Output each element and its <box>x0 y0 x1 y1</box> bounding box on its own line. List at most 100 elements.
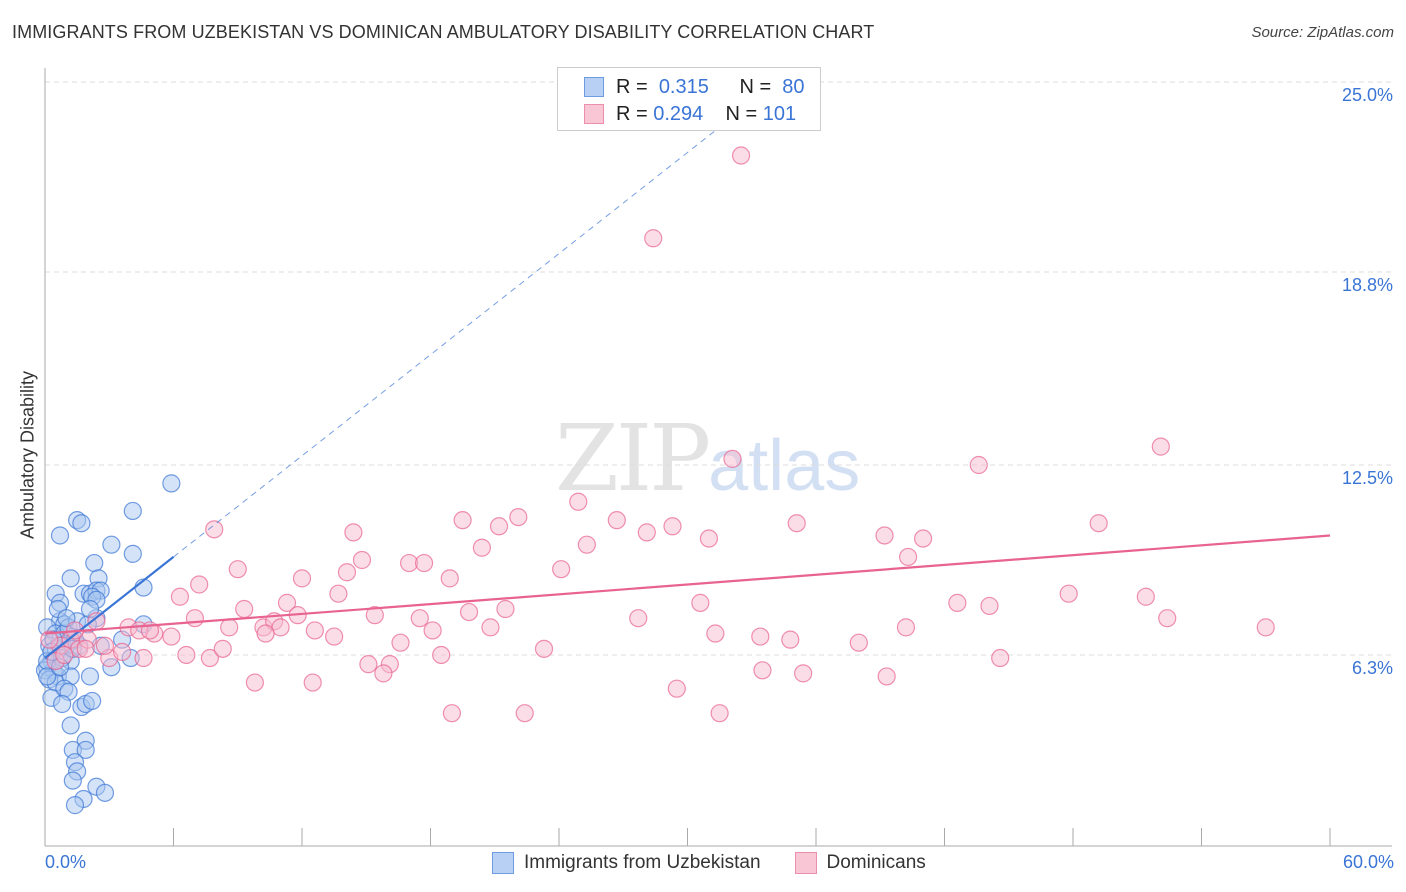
x-tick-label-min: 0.0% <box>45 852 87 872</box>
y-axis-label: Ambulatory Disability <box>17 370 38 540</box>
dominicans-point <box>577 535 596 554</box>
dominicans-point <box>629 609 648 628</box>
dominicans-point <box>991 648 1010 668</box>
r-value: 0.294 <box>653 102 704 125</box>
r-value: 0.315 <box>658 75 709 98</box>
dominicans-point <box>277 593 297 612</box>
dominicans-point <box>95 636 115 655</box>
dominicans-point <box>134 648 153 668</box>
pink-swatch-icon <box>584 104 604 124</box>
dominicans-point <box>509 507 528 527</box>
dominicans-point <box>213 639 232 658</box>
dominicans-point <box>637 523 656 542</box>
dominicans-point <box>245 673 264 692</box>
dominicans-point <box>731 146 751 165</box>
uzbekistan-point <box>65 796 85 815</box>
dominicans-point <box>303 673 322 692</box>
dominicans-point <box>751 627 770 646</box>
dominicans-point <box>710 704 729 723</box>
dominicans-point <box>849 633 868 652</box>
dominicans-point <box>1059 584 1078 603</box>
y-tick-label: 12.5% <box>1342 468 1393 488</box>
dominicans-trend-line <box>44 534 1331 635</box>
uzbekistan-point <box>162 474 181 493</box>
legend-row-uzbekistan: R = 0.315 N = 80 <box>584 75 805 99</box>
dominicans-point <box>489 517 509 536</box>
dominicans-point <box>607 511 626 530</box>
dominicans-point <box>190 575 209 594</box>
dominicans-point <box>292 569 312 588</box>
dominicans-point <box>875 526 894 545</box>
uzbekistan-point <box>38 667 57 686</box>
uzbekistan-point <box>123 501 142 521</box>
dominicans-point <box>414 553 434 573</box>
dominicans-point <box>794 664 813 683</box>
uzbekistan-point <box>95 783 115 802</box>
uzbekistan-point <box>72 514 91 533</box>
dominicans-point <box>667 679 686 698</box>
dominicans-point <box>781 630 800 649</box>
dominicans-point <box>305 621 324 640</box>
dominicans-point <box>256 624 275 643</box>
dominicans-point <box>534 639 554 658</box>
dominicans-point <box>472 538 491 557</box>
dominicans-point <box>442 704 462 723</box>
n-value: 80 <box>782 75 805 98</box>
uzbekistan-trend-extension <box>173 84 774 558</box>
uzbekistan-trend-line <box>44 556 175 659</box>
dominicans-point <box>235 599 254 619</box>
dominicans-point <box>352 550 372 570</box>
y-tick-label: 6.3% <box>1352 658 1393 678</box>
dominicans-point <box>365 606 384 625</box>
dominicans-point <box>663 517 682 536</box>
dominicans-point <box>185 609 205 628</box>
uzbekistan-point <box>61 716 80 735</box>
dominicans-point <box>913 529 933 548</box>
legend-row-dominicans: R = 0.294 N = 101 <box>584 102 796 126</box>
dominicans-point <box>481 618 500 637</box>
blue-swatch-icon <box>492 852 514 874</box>
r-label: R = <box>616 75 648 98</box>
dominicans-point <box>569 492 588 511</box>
dominicans-point <box>440 569 459 588</box>
y-tick-label: 18.8% <box>1342 275 1393 295</box>
dominicans-point <box>112 642 132 662</box>
dominicans-point <box>374 664 393 683</box>
dominicans-point <box>723 449 742 468</box>
dominicans-point <box>877 667 896 686</box>
uzbekistan-point <box>85 553 104 573</box>
uzbekistan-point <box>63 771 82 790</box>
dominicans-point <box>948 593 967 612</box>
dominicans-point <box>1151 437 1170 456</box>
legend-label-dominicans: Dominicans <box>826 852 926 873</box>
dominicans-point <box>1158 609 1177 628</box>
uzbekistan-point <box>76 740 95 760</box>
dominicans-point <box>706 624 725 643</box>
dominicans-point <box>453 511 472 530</box>
dominicans-point <box>980 596 999 616</box>
dominicans-point <box>337 563 357 582</box>
uzbekistan-point <box>83 691 102 711</box>
pink-swatch-icon <box>794 852 817 874</box>
dominicans-point <box>787 514 806 533</box>
n-label: N = <box>739 75 772 98</box>
dominicans-point <box>359 655 378 674</box>
dominicans-point <box>699 529 719 548</box>
dominicans-point <box>644 229 663 248</box>
legend-label-uzbekistan: Immigrants from Uzbekistan <box>524 852 761 873</box>
dominicans-point <box>898 547 918 567</box>
chart-title: IMMIGRANTS FROM UZBEKISTAN VS DOMINICAN … <box>12 22 875 42</box>
dominicans-point <box>76 639 95 658</box>
r-label: R = <box>616 102 648 125</box>
dominicans-point <box>691 593 710 612</box>
dominicans-point <box>325 627 344 646</box>
chart-source: Source: ZipAtlas.com <box>1251 24 1394 41</box>
dominicans-point <box>200 648 220 668</box>
uzbekistan-point <box>50 526 70 545</box>
dominicans-point <box>410 609 429 628</box>
dominicans-point <box>1136 587 1155 606</box>
dominicans-point <box>170 587 190 606</box>
n-label: N = <box>725 102 758 125</box>
blue-swatch-icon <box>584 77 604 97</box>
x-tick-label-max: 60.0% <box>1342 852 1394 872</box>
